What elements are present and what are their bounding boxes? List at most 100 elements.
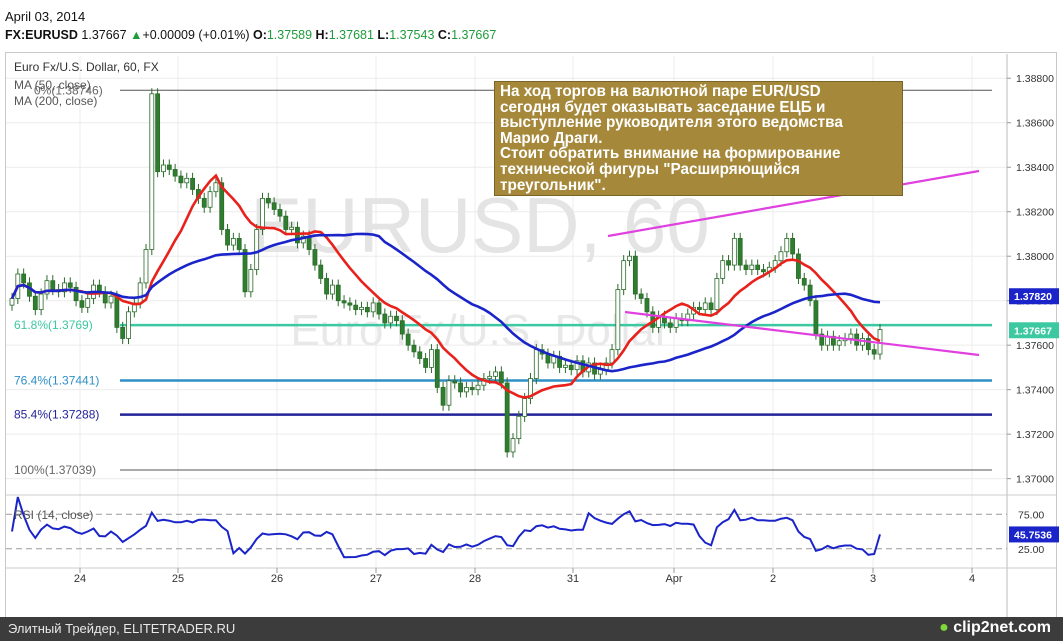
candle-body bbox=[225, 229, 230, 246]
candle-body bbox=[778, 251, 784, 262]
quote-bar: FX:EURUSD 1.37667 ▲+0.00009 (+0.01%) O:1… bbox=[5, 28, 496, 42]
price-change: +0.00009 (+0.01%) bbox=[142, 28, 250, 42]
time-tick-label: 27 bbox=[370, 573, 382, 585]
legend-ma50: MA (50, close) bbox=[14, 78, 91, 92]
time-tick-label: 25 bbox=[172, 573, 184, 585]
candle-body bbox=[353, 304, 359, 310]
candle-body bbox=[848, 333, 854, 339]
candle-body bbox=[469, 387, 475, 391]
candle-body bbox=[172, 169, 178, 177]
candle-body bbox=[510, 438, 516, 453]
candle-body bbox=[749, 264, 755, 270]
candle-body bbox=[411, 344, 417, 353]
rsi-value-badge: 45.7536 bbox=[1014, 529, 1052, 541]
candle-body bbox=[702, 302, 708, 310]
candle-body bbox=[289, 226, 295, 230]
ma50-line bbox=[10, 173, 881, 399]
time-tick-label: 2 bbox=[770, 573, 776, 585]
footer-logo-text: clip2net.com bbox=[953, 619, 1051, 636]
candle-body bbox=[137, 282, 143, 304]
fib-level-label: 61.8%(1.3769) bbox=[14, 318, 93, 332]
price-tick-label: 1.38200 bbox=[1016, 207, 1054, 219]
candle-body bbox=[737, 238, 743, 266]
candle-body bbox=[335, 284, 341, 302]
candle-body bbox=[644, 298, 650, 313]
candle-body bbox=[324, 278, 329, 295]
candle-body bbox=[190, 177, 195, 190]
time-tick-label: 31 bbox=[567, 573, 579, 585]
candle-body bbox=[79, 300, 85, 308]
price-tick-label: 1.37000 bbox=[1016, 474, 1054, 486]
ma200-line bbox=[10, 232, 881, 373]
rsi-level-label: 25.00 bbox=[1018, 544, 1044, 556]
candle-body bbox=[50, 280, 56, 290]
candle-body bbox=[312, 249, 318, 266]
candle-body bbox=[574, 360, 580, 371]
candle-body bbox=[761, 269, 766, 273]
candle-body bbox=[487, 375, 493, 379]
candle-body bbox=[370, 302, 376, 313]
high-value: 1.37681 bbox=[328, 28, 374, 42]
candle-body bbox=[67, 282, 73, 288]
candle-body bbox=[423, 358, 429, 368]
candle-body bbox=[726, 260, 731, 266]
last-price-badge: 1.37667 bbox=[1014, 325, 1052, 337]
candle-body bbox=[73, 286, 79, 302]
candle-body bbox=[836, 340, 842, 346]
price-tick-label: 1.38600 bbox=[1016, 118, 1054, 130]
candle-body bbox=[801, 278, 807, 286]
candle-body bbox=[446, 380, 452, 406]
rsi-value-badge-bg bbox=[1009, 526, 1059, 543]
candle-body bbox=[784, 238, 790, 253]
candle-body bbox=[609, 349, 615, 364]
candle-body bbox=[283, 215, 289, 230]
candle-body bbox=[452, 380, 458, 384]
candle-body bbox=[528, 378, 533, 399]
candle-body bbox=[708, 302, 714, 310]
fib-level-label: 76.4%(1.37441) bbox=[14, 374, 99, 388]
candle-body bbox=[807, 284, 813, 302]
close-label: C: bbox=[437, 28, 452, 42]
candle-body bbox=[632, 255, 638, 295]
candle-body bbox=[219, 182, 225, 230]
candle-body bbox=[32, 295, 38, 310]
candle-body bbox=[376, 302, 382, 315]
candle-body bbox=[697, 306, 702, 310]
low-label: L: bbox=[377, 28, 390, 42]
time-tick-label: 3 bbox=[870, 573, 876, 585]
candle-body bbox=[743, 264, 749, 270]
low-value: 1.37543 bbox=[389, 28, 435, 42]
candle-body bbox=[155, 93, 161, 173]
symbol: FX:EURUSD bbox=[5, 28, 78, 42]
candle-body bbox=[667, 322, 673, 328]
price-tick-label: 1.37400 bbox=[1016, 385, 1054, 397]
price-tick-label: 1.38000 bbox=[1016, 251, 1054, 263]
candle-body bbox=[382, 313, 388, 324]
candle-body bbox=[201, 197, 207, 208]
candle-body bbox=[230, 238, 236, 246]
open-value: 1.37589 bbox=[266, 28, 313, 42]
candle-body bbox=[161, 164, 166, 173]
candle-body bbox=[38, 293, 44, 310]
footer-bar: Элитный Трейдер, ELITETRADER.RU ● clip2n… bbox=[0, 617, 1063, 641]
high-label: H: bbox=[315, 28, 329, 42]
candle-body bbox=[149, 93, 155, 250]
candle-body bbox=[248, 269, 254, 293]
candle-body bbox=[429, 349, 434, 368]
candle-body bbox=[388, 315, 394, 324]
candle-body bbox=[463, 387, 469, 393]
candle-body bbox=[399, 320, 405, 335]
price-tick-label: 1.38800 bbox=[1016, 73, 1054, 85]
candle-body bbox=[434, 349, 440, 388]
last-price-badge-bg bbox=[1009, 322, 1059, 339]
triangle-upper-line bbox=[607, 169, 980, 238]
candle-body bbox=[44, 280, 50, 295]
candle-body bbox=[720, 260, 726, 279]
candle-body bbox=[516, 415, 522, 440]
clip-icon: ● bbox=[939, 619, 949, 636]
ma200-price-badge: 1.37820 bbox=[1014, 291, 1052, 303]
triangle-up-icon: ▲ bbox=[130, 28, 143, 42]
candle-body bbox=[504, 382, 510, 453]
candle-body bbox=[108, 295, 114, 304]
